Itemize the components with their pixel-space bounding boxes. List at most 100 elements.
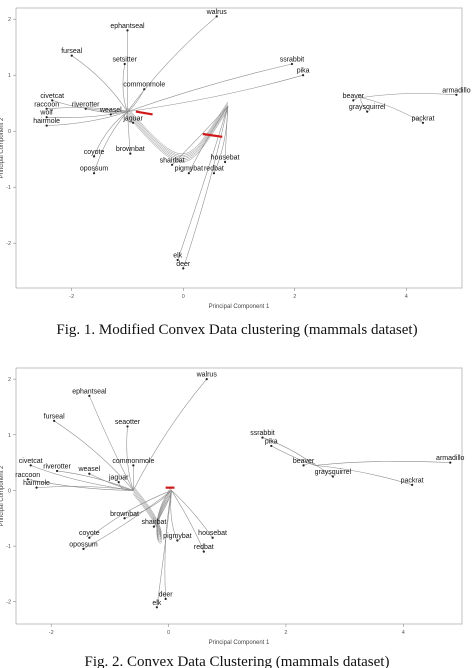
figure1-plot: -2 0 2 4 2 1 0 -1 -2 Principal Component 1 Princip… (0, 7, 471, 310)
y-axis-title: Principal Component 2 (0, 117, 5, 178)
point-label: ssrabbit (250, 430, 275, 437)
point-label: opossum (80, 166, 109, 173)
point-label: redbat (204, 166, 224, 173)
cluster-path (127, 74, 304, 112)
figure1-caption: Fig. 1. Modified Convex Data clustering … (0, 322, 474, 339)
cluster-path (133, 489, 172, 539)
x-tick-label: 2 (293, 294, 296, 300)
data-point (290, 62, 294, 66)
cluster-path (361, 97, 424, 124)
cluster-path (127, 106, 229, 159)
cluster-paths (27, 378, 451, 608)
x-tick-label: 0 (182, 294, 185, 300)
cluster-path (156, 490, 172, 608)
data-point (171, 163, 174, 166)
cluster-path (133, 487, 172, 538)
y-tick-label: -2 (6, 241, 11, 247)
cluster-path (83, 490, 172, 550)
data-point (187, 172, 190, 175)
cluster-path (118, 482, 134, 491)
data-point (26, 478, 29, 481)
cluster-path (53, 420, 134, 491)
figure2-caption-text: Fig. 2. Convex Data Clustering (mammals … (84, 654, 390, 668)
data-point (176, 539, 179, 542)
data-point (51, 99, 54, 102)
data-point (55, 469, 59, 473)
data-point (449, 461, 452, 464)
figure2-chart: -2 0 2 4 2 1 0 -1 -2 Principal Component 1 Princip… (0, 362, 474, 646)
point-label: commonmole (123, 82, 165, 89)
data-point (352, 99, 355, 102)
data-point (223, 160, 227, 164)
data-point (164, 597, 167, 601)
cluster-path (127, 101, 229, 154)
point-label: elk (152, 600, 161, 607)
cluster-path (353, 96, 363, 101)
cluster-path (133, 486, 172, 536)
data-point (129, 152, 132, 155)
point-label: redbat (194, 544, 214, 551)
point-label: brownbat (116, 146, 145, 153)
cluster-path (124, 490, 172, 519)
data-point (152, 525, 156, 528)
data-point (182, 267, 185, 270)
y-tick-label: 2 (8, 377, 11, 383)
data-point (35, 486, 38, 489)
cluster-path (133, 491, 172, 541)
cluster-path (360, 97, 368, 112)
data-point (212, 172, 216, 175)
data-point (176, 258, 179, 262)
cluster-path (315, 465, 413, 486)
cluster-path (127, 109, 229, 162)
point-label: jaguar (108, 475, 129, 482)
x-axis-title: Principal Component 1 (209, 304, 270, 310)
x-tick-label: 4 (402, 630, 405, 636)
data-point (29, 464, 32, 467)
cluster-path (57, 470, 134, 491)
x-tick-label: -2 (69, 294, 74, 300)
point-label: furseal (44, 413, 65, 420)
x-tick-label: 4 (405, 294, 408, 300)
x-tick-label: 2 (284, 630, 287, 636)
cluster-path (27, 479, 134, 491)
cluster-path (271, 445, 316, 466)
point-label: graysquirrel (315, 469, 352, 476)
point-label: elk (173, 253, 182, 260)
point-label: opossum (69, 541, 98, 548)
point-label: coyote (84, 149, 105, 156)
cluster-path (133, 494, 172, 544)
cluster-path (177, 105, 229, 261)
point-label: riverotter (43, 463, 71, 470)
y-tick-label: -2 (6, 600, 11, 606)
point-label: beaver (293, 458, 315, 465)
figure1-chart: -2 0 2 4 2 1 0 -1 -2 Principal Component 1 Princip… (0, 0, 474, 318)
data-point (302, 464, 305, 467)
cluster-path (93, 111, 128, 157)
point-label: hairmole (23, 480, 50, 487)
data-point (45, 107, 48, 110)
data-point (211, 536, 214, 539)
data-point (45, 116, 48, 119)
data-point (70, 54, 73, 57)
y-tick-label: -1 (6, 185, 11, 191)
data-point (45, 124, 48, 127)
data-point (261, 436, 264, 439)
plot-frame (15, 367, 463, 625)
point-label: shairbat (141, 519, 166, 526)
cluster-path (171, 490, 213, 538)
point-label: weasel (99, 107, 122, 114)
cluster-center-mark (135, 110, 153, 116)
data-point (126, 29, 129, 32)
cluster-path (71, 55, 128, 112)
y-tick-label: 0 (8, 129, 11, 135)
data-point (270, 444, 273, 448)
point-label: pigmybat (163, 533, 191, 540)
cluster-path (171, 105, 229, 165)
data-point (53, 419, 56, 422)
data-point (88, 394, 91, 397)
point-label: shairbat (160, 157, 185, 164)
cluster-path (182, 105, 229, 269)
data-point (205, 378, 208, 381)
y-axis-title: Principal Component 2 (0, 465, 5, 526)
data-point (331, 475, 334, 478)
